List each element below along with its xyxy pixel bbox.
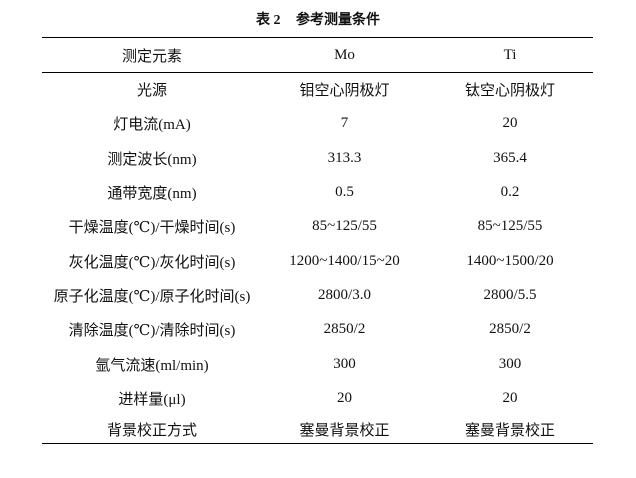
parameter-cell: 进样量(μl) (118, 391, 186, 408)
value-cell: 85~125/55 (312, 218, 377, 235)
table-row: 通带宽度(nm) 0.5 0.2 (42, 175, 593, 209)
table-row: 光源 钼空心阴极灯 钛空心阴极灯 (42, 73, 593, 107)
table-row: 氩气流速(ml/min) 300 300 (42, 347, 593, 381)
table-row: 进样量(μl) 20 20 (42, 381, 593, 415)
value-cell: 20 (502, 389, 518, 406)
value-cell: 钛空心阴极灯 (464, 83, 555, 100)
table-row: 原子化温度(℃)/原子化时间(s) 2800/3.0 2800/5.5 (42, 278, 593, 312)
value-cell: 20 (502, 115, 518, 132)
header-row: 测定元素 Mo Ti (42, 37, 593, 73)
value-cell: 1200~1400/15~20 (289, 252, 400, 269)
value-cell: 2850/2 (323, 321, 366, 338)
value-cell: 85~125/55 (477, 218, 543, 235)
value-cell: 313.3 (327, 149, 362, 166)
value-cell: 20 (337, 389, 352, 406)
value-cell: 300 (333, 355, 356, 372)
value-cell: 0.2 (500, 184, 520, 201)
parameter-cell: 原子化温度(℃)/原子化时间(s) (53, 288, 251, 305)
value-cell: 365.4 (493, 149, 527, 166)
table-row: 测定波长(nm) 313.3 365.4 (42, 141, 593, 175)
parameter-cell: 灰化温度(℃)/灰化时间(s) (68, 254, 236, 271)
table-row: 背景校正方式 塞曼背景校正 塞曼背景校正 (42, 415, 593, 444)
value-cell: 2850/2 (489, 321, 531, 338)
parameter-cell: 测定波长(nm) (107, 151, 197, 168)
table-title: 参考测量条件 (296, 13, 380, 28)
header-cell: Mo (334, 46, 355, 63)
parameter-cell: 氩气流速(ml/min) (95, 357, 209, 374)
measurement-conditions-table: 测定元素 Mo Ti 光源 钼空心阴极灯 钛空心阴极灯灯电流(mA) 7 20 测定波长(… (42, 37, 593, 444)
table-row: 灯电流(mA) 7 20 (42, 107, 593, 141)
value-cell: 1400~1500/20 (466, 252, 554, 269)
parameter-cell: 清除温度(℃)/清除时间(s) (68, 323, 236, 340)
table-caption: 表 2 参考测量条件 (0, 9, 636, 29)
table-row: 干燥温度(℃)/干燥时间(s) 85~125/55 85~125/55 (42, 210, 593, 244)
header-cell: Ti (503, 46, 517, 63)
parameter-cell: 干燥温度(℃)/干燥时间(s) (68, 220, 236, 237)
value-cell: 塞曼背景校正 (299, 422, 390, 439)
parameter-cell: 背景校正方式 (106, 422, 197, 439)
value-cell: 钼空心阴极灯 (299, 83, 390, 100)
header-cell: 测定元素 (121, 48, 182, 65)
table-row: 灰化温度(℃)/灰化时间(s) 1200~1400/15~20 1400~1500/… (42, 244, 593, 278)
parameter-cell: 通带宽度(nm) (107, 186, 197, 203)
value-cell: 塞曼背景校正 (464, 422, 555, 439)
value-cell: 2800/5.5 (483, 286, 537, 303)
table-label: 表 2 (256, 13, 281, 28)
parameter-cell: 光源 (136, 83, 167, 100)
value-cell: 2800/3.0 (318, 286, 371, 303)
parameter-cell: 灯电流(mA) (113, 117, 191, 134)
value-cell: 7 (340, 115, 349, 132)
value-cell: 0.5 (335, 184, 354, 201)
value-cell: 300 (498, 355, 522, 372)
table-row: 清除温度(℃)/清除时间(s) 2850/2 2850/2 (42, 313, 593, 347)
